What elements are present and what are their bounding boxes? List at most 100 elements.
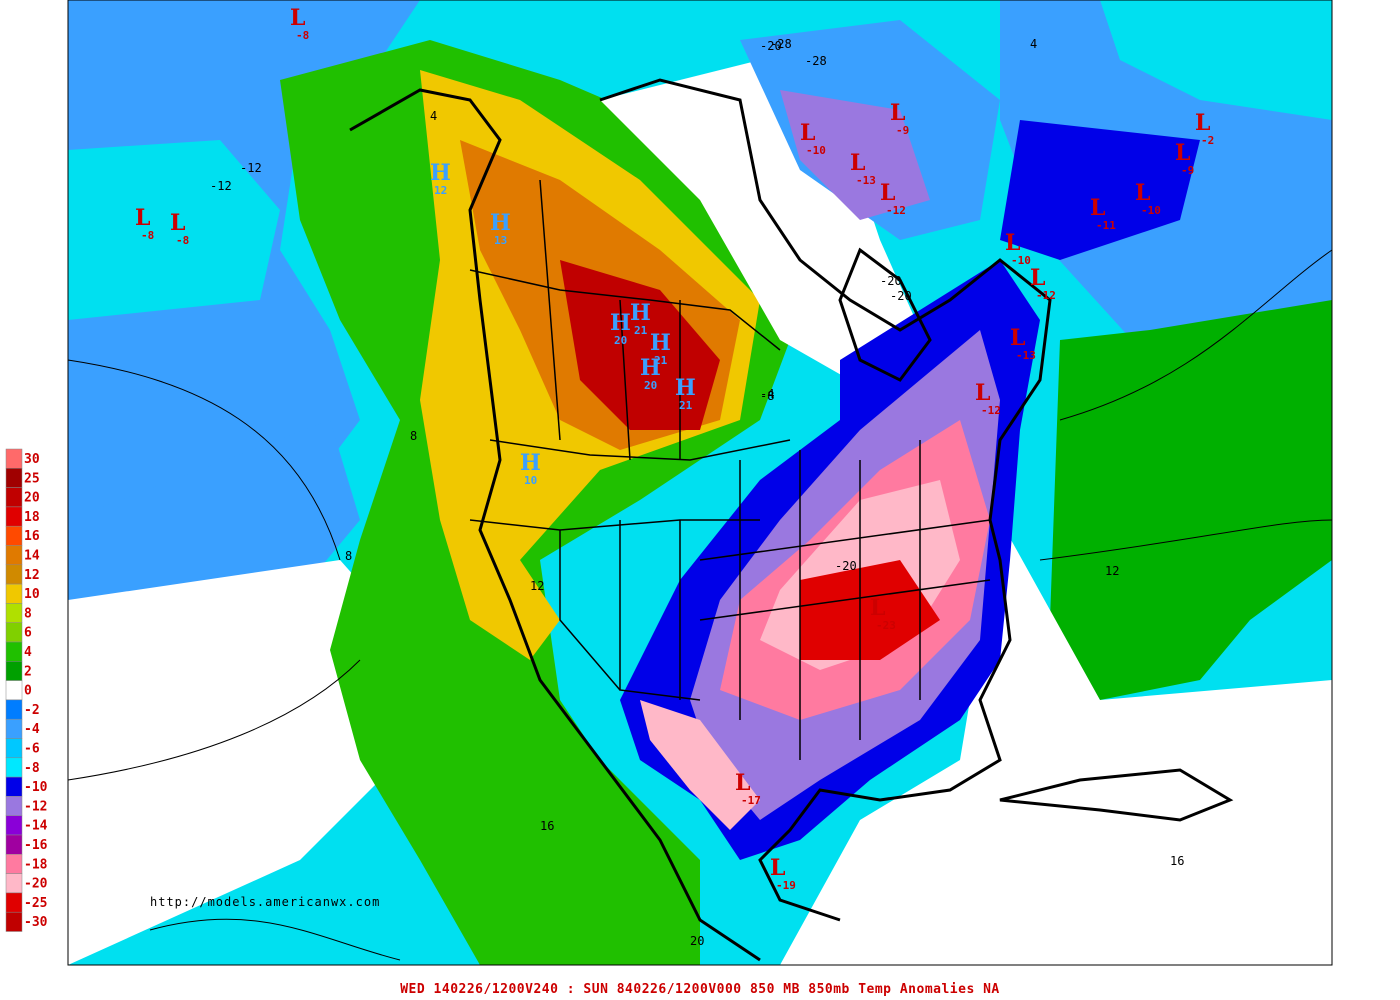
low-value-label: -10 xyxy=(1011,254,1031,267)
low-value-label: -9 xyxy=(896,124,909,137)
low-pressure-marker: L xyxy=(850,150,865,176)
legend-swatch xyxy=(5,583,23,604)
legend-swatch xyxy=(5,680,23,701)
low-value-label: -11 xyxy=(1096,219,1116,232)
isoline-label: 20 xyxy=(690,934,704,948)
legend-swatch xyxy=(5,448,23,469)
legend-swatch xyxy=(5,699,23,720)
legend-label: -30 xyxy=(24,915,48,930)
legend-label: 6 xyxy=(24,626,32,641)
isoline-label: -12 xyxy=(240,161,262,175)
legend-swatch xyxy=(5,506,23,527)
legend-label: 12 xyxy=(24,568,40,583)
high-pressure-marker: H xyxy=(675,375,696,401)
legend-label: -2 xyxy=(24,703,40,718)
legend-label: -20 xyxy=(24,877,48,892)
isoline-label: -20 xyxy=(880,274,902,288)
legend-label: -18 xyxy=(24,857,48,872)
legend-swatch xyxy=(5,873,23,894)
low-value-label: -19 xyxy=(776,879,796,892)
isoline-label: 8 xyxy=(410,429,417,443)
low-value-label: -13 xyxy=(1016,349,1036,362)
high-pressure-marker: H xyxy=(520,450,541,476)
legend-label: 20 xyxy=(24,491,40,506)
low-value-label: -8 xyxy=(141,229,154,242)
isoline-label: -20 xyxy=(890,289,912,303)
legend-label: 8 xyxy=(24,606,32,621)
isoline-label: -4 xyxy=(760,387,774,401)
source-credit: http://models.americanwx.com xyxy=(150,895,381,909)
low-pressure-marker: L xyxy=(170,210,185,236)
forecast-footer: WED 140226/1200V240 : SUN 840226/1200V00… xyxy=(400,982,1000,997)
isoline-label: -20 xyxy=(835,559,857,573)
pacific-cyan-region xyxy=(68,140,280,320)
legend-swatch xyxy=(5,854,23,874)
legend-label: -6 xyxy=(24,742,40,757)
isoline-labels: -12-1244881212161620-20-20-20-8-4-28-28-… xyxy=(210,37,1184,948)
legend-swatch xyxy=(5,796,23,816)
legend-label: -25 xyxy=(24,896,47,911)
low-value-label: -12 xyxy=(886,204,906,217)
gulf-neutral xyxy=(780,520,1332,965)
low-value-label: -8 xyxy=(296,29,309,42)
low-pressure-marker: L xyxy=(290,5,305,31)
legend-swatch xyxy=(5,718,23,739)
low-pressure-marker: L xyxy=(1030,265,1045,291)
legend-label: 18 xyxy=(24,510,40,525)
isoline-label: 16 xyxy=(540,819,554,833)
legend-swatch xyxy=(5,757,23,778)
legend-swatch xyxy=(5,468,23,488)
isoline-label: -20 xyxy=(760,39,782,53)
legend-swatch xyxy=(5,834,23,855)
legend-swatch xyxy=(5,776,23,797)
atlantic-cyan xyxy=(1100,0,1332,120)
isoline-label: 4 xyxy=(430,109,437,123)
high-pressure-marker: H xyxy=(640,355,661,381)
low-pressure-marker: L xyxy=(770,855,785,881)
low-value-label: -17 xyxy=(741,794,761,807)
legend-swatch xyxy=(5,641,23,662)
atlantic-green xyxy=(1050,300,1332,700)
legend-swatch xyxy=(5,603,23,623)
legend-swatch xyxy=(5,545,23,566)
low-pressure-marker: L xyxy=(1005,230,1020,256)
legend-swatch xyxy=(5,911,23,932)
high-value-label: 12 xyxy=(434,184,447,197)
color-scale-legend: 302520181614121086420-2-4-6-8-10-12-14-1… xyxy=(5,448,48,932)
low-value-label: -12 xyxy=(981,404,1001,417)
coastlines xyxy=(349,78,1234,962)
low-value-label: -9 xyxy=(1181,164,1194,177)
pacific-neutral xyxy=(68,560,420,965)
isoline-label: -12 xyxy=(210,179,232,193)
legend-swatch xyxy=(5,487,23,508)
low-value-label: -12 xyxy=(1036,289,1056,302)
legend-swatch xyxy=(5,564,23,585)
high-value-label: 21 xyxy=(654,354,668,367)
legend-label: -8 xyxy=(24,761,40,776)
legend-label: 4 xyxy=(24,645,32,660)
legend-label: 2 xyxy=(24,664,32,679)
legend-label: 16 xyxy=(24,529,40,544)
low-value-label: -10 xyxy=(806,144,826,157)
low-pressure-marker: L xyxy=(1195,110,1210,136)
legend-swatch xyxy=(5,815,23,836)
low-pressure-marker: L xyxy=(1010,325,1025,351)
legend-swatch xyxy=(5,892,23,913)
legend-swatch xyxy=(5,525,23,546)
legend-label: 25 xyxy=(24,471,40,486)
political-boundaries xyxy=(469,179,991,760)
legend-label: -4 xyxy=(24,722,40,737)
maritimes-cold xyxy=(1000,120,1200,260)
low-value-label: -13 xyxy=(856,174,876,187)
low-pressure-marker: L xyxy=(1175,140,1190,166)
low-pressure-marker: L xyxy=(975,380,990,406)
legend-swatch xyxy=(5,622,23,643)
isoline-label: -28 xyxy=(770,37,792,51)
high-pressure-marker: H xyxy=(630,300,651,326)
legend-label: -12 xyxy=(24,799,47,814)
isoline-label: 8 xyxy=(345,549,352,563)
high-pressure-marker: H xyxy=(610,310,631,336)
